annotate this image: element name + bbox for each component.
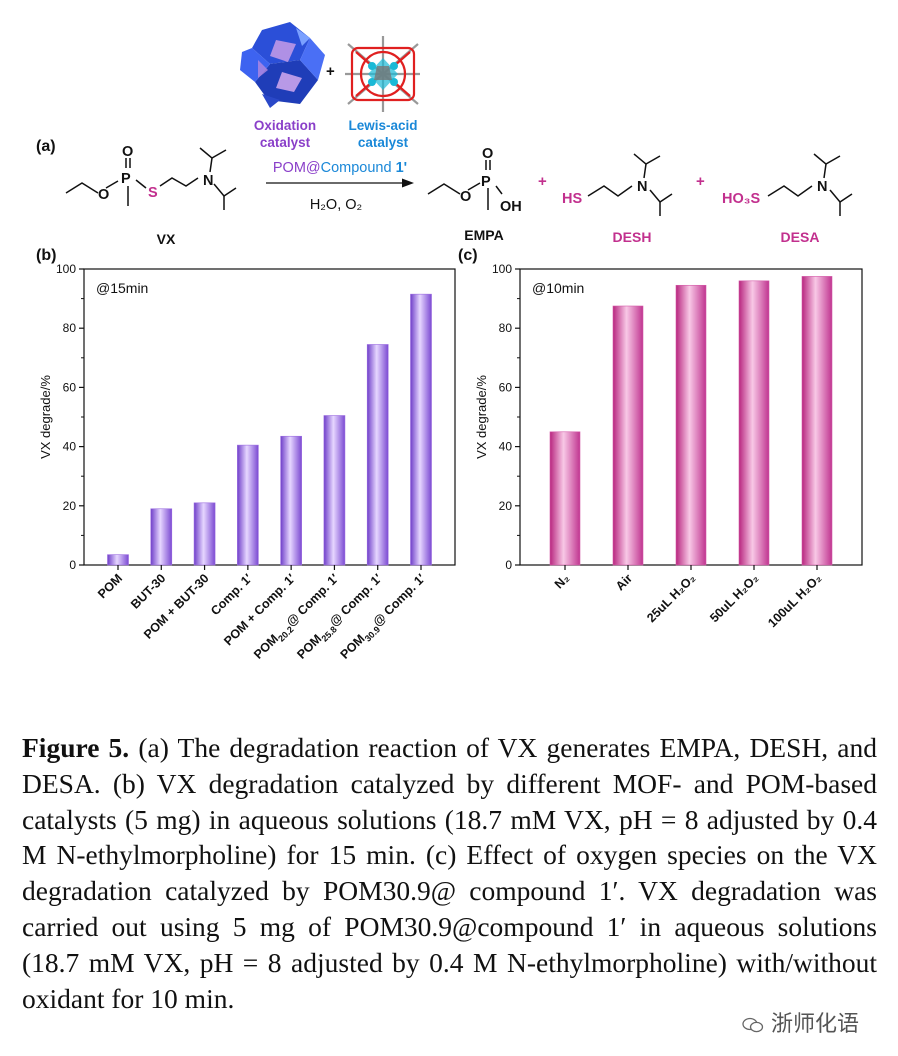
arrow-label-num: 1'	[396, 160, 408, 176]
panel-a: (a) +	[36, 22, 853, 247]
panel-label: (b)	[36, 247, 56, 264]
y-tick-label: 0	[69, 558, 76, 572]
vx-atom-o-left: O	[98, 187, 109, 203]
reaction-arrowhead	[402, 178, 414, 188]
bar	[612, 305, 644, 566]
desa-atom-n: N	[817, 179, 827, 195]
panel-label: (c)	[458, 247, 478, 264]
x-tick-label: BUT-30	[128, 571, 168, 611]
vx-atoms: O P O S N	[98, 144, 213, 203]
y-axis-label: VX degrade/%	[474, 375, 489, 459]
y-tick-label: 0	[505, 558, 512, 572]
bar	[193, 502, 216, 566]
figure-graphics: (a) +	[36, 22, 863, 664]
x-tick-label: 50uL H₂O₂	[707, 571, 761, 625]
bar	[366, 344, 389, 566]
bar	[280, 435, 302, 566]
caption-label: Figure 5.	[22, 732, 130, 763]
bar	[323, 415, 346, 566]
bar	[410, 293, 432, 566]
wechat-icon	[742, 1017, 764, 1033]
time-annotation: @15min	[96, 280, 148, 296]
lewis-catalyst-line2: catalyst	[358, 135, 409, 150]
y-tick-label: 40	[499, 440, 513, 454]
product-plus-1: +	[538, 173, 547, 190]
x-tick-label: 100uL H₂O₂	[765, 571, 824, 630]
bar	[237, 444, 259, 566]
y-axis-label: VX degrade/%	[38, 375, 53, 459]
y-tick-label: 80	[499, 321, 513, 335]
lewis-catalyst-line1: Lewis-acid	[348, 118, 417, 133]
bar	[675, 284, 707, 566]
empa-atom-p: P	[481, 174, 491, 190]
vx-atom-n: N	[203, 173, 213, 189]
desa-atom-ho3s: HO₃S	[722, 191, 760, 207]
vx-atom-p: P	[121, 171, 131, 187]
desa-atoms: HO₃S N	[722, 179, 827, 207]
arrow-label-pom: POM@	[273, 160, 321, 176]
oxidation-catalyst-line2: catalyst	[260, 135, 311, 150]
vx-atom-s: S	[148, 185, 158, 201]
panel-a-label: (a)	[36, 138, 56, 155]
empa-atoms: O P O OH	[460, 146, 522, 215]
empa-atom-oh: OH	[500, 199, 522, 215]
vx-structure	[65, 147, 237, 210]
bar	[549, 431, 581, 566]
y-tick-label: 80	[63, 321, 77, 335]
vx-name: VX	[157, 231, 176, 247]
empa-atom-o-top: O	[482, 146, 493, 162]
bar	[738, 280, 770, 566]
desa-structure	[767, 153, 853, 216]
y-tick-label: 100	[492, 262, 512, 276]
time-annotation: @10min	[532, 280, 584, 296]
caption-text: (a) The degradation reaction of VX gener…	[22, 732, 877, 1014]
desh-atom-n: N	[637, 179, 647, 195]
desh-name: DESH	[613, 229, 652, 245]
y-tick-label: 20	[499, 499, 513, 513]
empa-atom-o-left: O	[460, 189, 471, 205]
pom-cluster-image	[240, 22, 325, 108]
reaction-conditions: H₂O, O₂	[310, 197, 362, 213]
oxidation-catalyst-line1: Oxidation	[254, 118, 316, 133]
empa-structure	[427, 160, 503, 210]
desh-atoms: HS N	[562, 179, 647, 207]
x-tick-label: POM30.9@ Comp. 1′	[338, 571, 431, 664]
arrow-label-compound: Compound	[321, 160, 396, 176]
desa-name: DESA	[781, 229, 820, 245]
bar	[801, 276, 833, 566]
y-tick-label: 40	[63, 440, 77, 454]
x-tick-label: N₂	[552, 571, 572, 591]
y-tick-label: 60	[63, 380, 77, 394]
plot-frame	[83, 268, 456, 566]
figure-caption: Figure 5. (a) The degradation reaction o…	[22, 730, 877, 1016]
x-tick-label: 25uL H₂O₂	[644, 571, 698, 625]
chart-b: (b) 0 20 40 60 80 100 VX degrade/% @15min POM BUT-…	[36, 247, 456, 664]
empa-name: EMPA	[464, 227, 503, 243]
desh-structure	[587, 153, 673, 216]
watermark: 浙师化语	[738, 1004, 864, 1040]
mof-cluster-image	[345, 36, 420, 112]
product-plus-2: +	[696, 173, 705, 190]
desh-atom-hs: HS	[562, 191, 582, 207]
chart-c: (c) 0 20 40 60 80 100 VX degrade/% @10min N₂ Air 25…	[458, 247, 863, 630]
x-tick-label: POM	[95, 571, 125, 601]
y-tick-label: 60	[499, 380, 513, 394]
y-tick-label: 100	[56, 262, 76, 276]
plus-sign: +	[326, 63, 335, 80]
vx-atom-o-top: O	[122, 144, 133, 160]
watermark-text: 浙师化语	[771, 1012, 860, 1037]
bar	[107, 554, 129, 566]
arrow-label: POM@Compound 1'	[273, 160, 407, 176]
bar	[150, 508, 173, 566]
y-tick-label: 20	[63, 499, 77, 513]
x-tick-label: Air	[613, 571, 635, 593]
